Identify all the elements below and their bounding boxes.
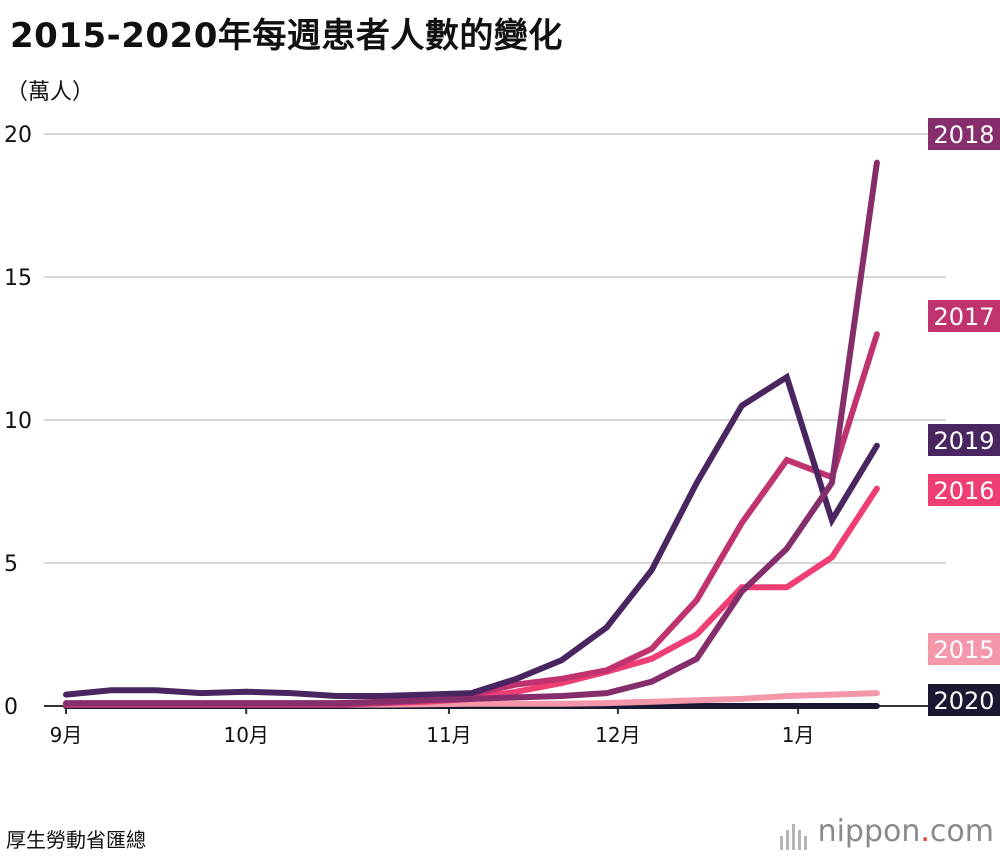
series-label-2018: 2018 xyxy=(933,121,994,149)
x-tick-labels: 9月 10月 11月 12月 1月 xyxy=(50,706,815,747)
y-axis-unit-label: （萬人） xyxy=(6,80,95,105)
y-tick-label: 10 xyxy=(4,409,32,434)
chart-title: 2015-2020年每週患者人數的變化 xyxy=(10,16,563,56)
series-label-2015: 2015 xyxy=(933,636,994,664)
source-note: 厚生勞動省匯總 xyxy=(6,828,146,852)
x-tick-label: 10月 xyxy=(223,723,268,747)
series-labels: 2020 2015 2016 2017 2019 2018 xyxy=(928,118,1000,716)
x-tick-label: 11月 xyxy=(426,723,471,747)
brand-name: nippon xyxy=(817,814,921,849)
series-lines xyxy=(63,159,880,709)
series-label-box-2015 xyxy=(928,633,1000,665)
brand-logo: nippon.com xyxy=(779,814,994,850)
brand-bars-icon xyxy=(779,815,810,850)
series-label-2019: 2019 xyxy=(933,427,994,455)
x-tick-label: 9月 xyxy=(50,723,83,747)
y-tick-labels: 0 5 10 15 20 xyxy=(4,123,32,720)
y-tick-label: 15 xyxy=(4,266,32,291)
y-tick-label: 5 xyxy=(4,552,18,577)
x-tick-label: 12月 xyxy=(595,723,640,747)
series-line-2019 xyxy=(63,372,880,699)
brand-tld: com xyxy=(929,814,994,849)
series-label-2016: 2016 xyxy=(933,477,994,505)
series-label-box-2019 xyxy=(928,424,1000,456)
series-label-box-2016 xyxy=(928,474,1000,506)
series-label-2017: 2017 xyxy=(933,303,994,331)
series-label-2020: 2020 xyxy=(933,687,994,715)
series-label-box-2017 xyxy=(928,300,1000,332)
series-line-2016 xyxy=(63,485,880,708)
y-tick-label: 20 xyxy=(4,123,32,148)
grid-lines xyxy=(44,133,946,707)
x-tick-label: 1月 xyxy=(782,723,815,747)
series-line-2017 xyxy=(63,331,880,708)
y-tick-label: 0 xyxy=(4,695,18,720)
series-line-2018 xyxy=(63,159,880,707)
series-label-box-2018 xyxy=(928,118,1000,150)
series-label-box-2020 xyxy=(928,684,1000,716)
brand-dot: . xyxy=(920,814,930,849)
